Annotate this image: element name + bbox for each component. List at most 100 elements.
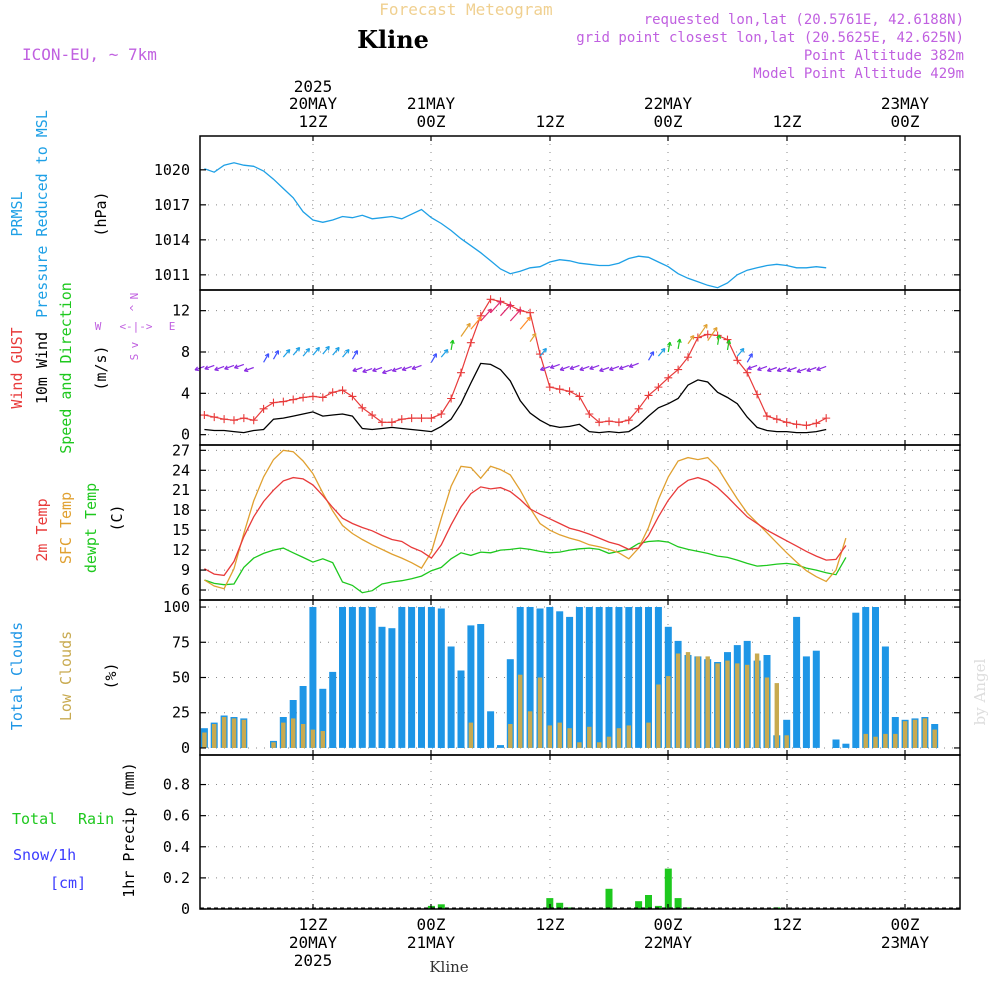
wind-direction-arrow [579,365,590,371]
wind-arrowhead [305,347,311,353]
total-cloud-bar [348,607,356,748]
wind-arrowhead [234,364,239,370]
gust-marker [259,404,268,413]
y-tick-label: 0 [181,426,190,444]
wind-direction-arrow [450,339,454,351]
y-tick-label: 0.6 [163,807,190,825]
wind-arrowhead [194,366,200,372]
low-cloud-bar [715,663,720,748]
wind-arrowhead [285,348,291,354]
wind-direction-arrow [726,339,730,351]
total-cloud-bar [457,670,465,748]
gust-marker [328,388,337,397]
low-cloud-bar [587,726,592,748]
total-cloud-bar [378,626,386,748]
t2m-line [204,476,847,577]
total-cloud-bar [585,607,593,748]
rain-bar [684,907,692,909]
wind-direction-arrow [490,300,502,314]
wind-direction-arrow [589,364,600,370]
low-cloud-bar [695,656,701,748]
gust-marker [545,383,554,392]
low-cloud-bar [518,674,523,748]
wind-direction-arrow [687,335,695,345]
low-cloud-bar [675,653,681,748]
gust-marker [220,415,229,424]
wind-arrowhead [315,346,320,352]
wind-arrowhead [295,346,301,352]
pressure-label-prmsl: PRMSL [8,191,26,236]
top-axis-date: 20MAY [289,94,338,113]
requested-coords: requested lon,lat (20.5761E, 42.6188N) [644,12,964,28]
wind-arrowhead [816,366,821,372]
top-axis: 2025 20MAY 12Z 21MAY 00Z 12Z 22MAY 00Z 1… [289,77,930,131]
total-cloud-bar [595,607,603,748]
wind-arrowhead [589,365,594,371]
low-cloud-bar [646,722,651,748]
dewpoint-line [204,540,847,594]
wind-direction-arrow [609,365,620,371]
low-cloud-bar [616,728,622,748]
footer-location: Kline [429,958,468,976]
wind-direction-arrow [717,334,720,345]
wind-direction-arrow [312,347,320,356]
pressure-labels: PRMSL Pressure Reduced to MSL (hPa) [8,110,110,318]
gust-marker [368,411,377,420]
wind-arrowhead [667,341,672,347]
temp-label-sfc: SFC Temp [57,492,75,564]
total-cloud-bar [339,607,346,748]
pressure-unit: (hPa) [92,191,110,236]
wind-arrowhead [689,335,695,340]
gust-marker [585,410,594,418]
wind-arrowhead [264,353,270,358]
compass-n: N [128,293,141,300]
wind-arrowhead [609,366,614,372]
wind-direction-arrow [234,363,245,369]
rain-bar [605,888,613,909]
wind-arrowhead [739,347,745,353]
panel-frame [199,754,961,910]
total-cloud-bar [575,607,583,748]
y-tick-label: 0.2 [163,869,190,887]
gust-marker [822,414,831,423]
low-cloud-bar [863,733,868,748]
compass-rose: N ^ W <-|-> E v S [95,293,176,361]
top-axis-date: 22MAY [644,94,693,113]
wind-arrowhead [599,367,604,373]
y-tick-label: 18 [172,501,190,519]
gust-marker [279,397,288,406]
total-cloud-bar [783,719,791,748]
wind-direction-arrow [322,346,330,355]
low-cloud-bar [784,735,789,748]
chart-title: Forecast Meteogram [379,0,552,19]
compass-down: v [128,341,141,348]
wind-direction-arrow [629,362,639,368]
gust-marker [684,353,692,362]
wind-unit: (m/s) [92,345,110,390]
total-cloud-bar [506,659,514,748]
wind-direction-arrow [519,316,531,330]
wind-arrowhead [531,332,537,338]
wind-direction-arrow [619,364,629,370]
bottom-axis-date: 20MAY [289,933,338,952]
low-cloud-bar [202,732,207,748]
total-cloud-bar [427,607,435,748]
gust-marker [417,414,426,423]
rain-bar [674,898,682,909]
wind-arrowhead [449,339,455,345]
low-cloud-bar [754,653,760,748]
wind-arrowhead [786,367,792,373]
top-axis-date: 21MAY [407,94,456,113]
gust-marker [358,403,367,412]
gust-marker [605,417,614,426]
wind-arrowhead [517,308,522,314]
wind-direction-arrow [707,327,718,341]
total-cloud-bar [408,607,416,748]
cloud-labels: Total Clouds Low Clouds (%) [8,622,120,730]
wind-arrowhead [353,350,359,355]
total-cloud-bar [526,607,534,748]
rain-bar [437,904,445,909]
top-axis-date: 23MAY [881,94,930,113]
wind-arrowhead [466,322,471,328]
